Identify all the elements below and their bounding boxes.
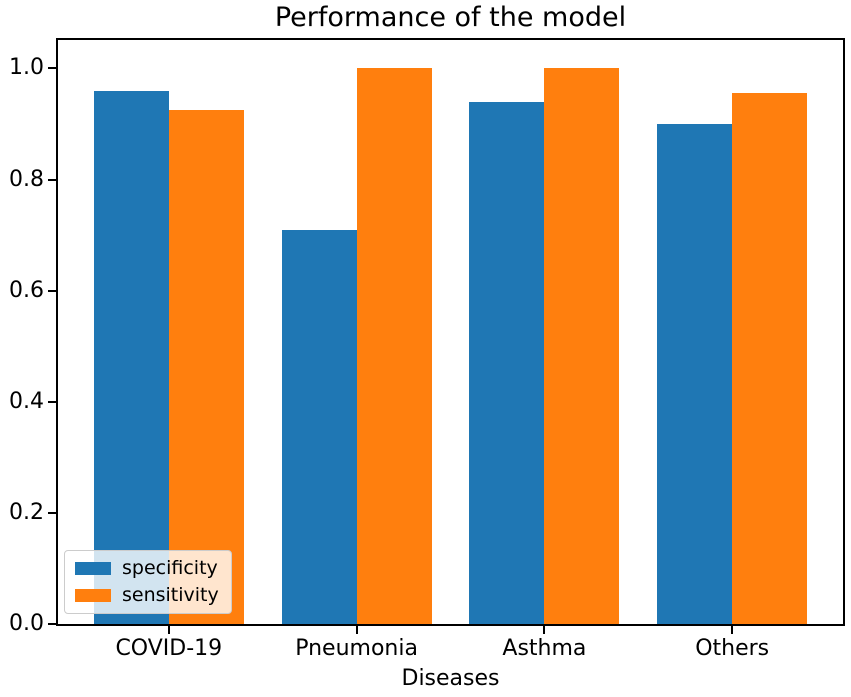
- legend-item-sensitivity: sensitivity: [75, 586, 219, 605]
- bar-specificity-others: [657, 123, 733, 624]
- y-tick-label: 0.4: [9, 388, 44, 414]
- legend-label-specificity: specificity: [122, 557, 218, 579]
- x-tick: [543, 626, 546, 634]
- legend-item-specificity: specificity: [75, 559, 219, 578]
- legend: specificity sensitivity: [64, 550, 232, 614]
- y-tick-label: 0.6: [9, 277, 44, 303]
- legend-label-sensitivity: sensitivity: [122, 584, 219, 606]
- y-tick: [48, 178, 56, 181]
- legend-swatch-sensitivity: [75, 589, 111, 602]
- x-tick: [731, 626, 734, 634]
- y-tick-label: 0.8: [9, 166, 44, 192]
- x-tick-label: Others: [695, 636, 770, 661]
- y-tick: [48, 400, 56, 403]
- x-tick-label: Pneumonia: [295, 636, 418, 661]
- y-tick-label: 1.0: [9, 55, 44, 81]
- bar-sensitivity-pneumonia: [356, 68, 432, 624]
- legend-swatch-specificity: [75, 562, 111, 575]
- bar-specificity-pneumonia: [281, 229, 357, 624]
- y-tick: [48, 623, 56, 625]
- bar-sensitivity-others: [732, 93, 808, 624]
- x-tick-label: COVID-19: [115, 636, 223, 661]
- bar-specificity-asthma: [469, 101, 545, 624]
- y-tick-label: 0.2: [9, 499, 44, 525]
- x-tick: [167, 626, 170, 634]
- y-tick: [48, 289, 56, 292]
- bars-layer: [58, 40, 843, 624]
- x-tick: [355, 626, 358, 634]
- x-tick-label: Asthma: [502, 636, 587, 661]
- x-axis-title: Diseases: [401, 666, 500, 691]
- chart-title: Performance of the model: [274, 2, 627, 33]
- bar-sensitivity-asthma: [544, 68, 620, 624]
- y-tick: [48, 67, 56, 70]
- bar-specificity-covid-19: [93, 90, 169, 624]
- y-tick: [48, 511, 56, 514]
- y-tick-label: 0.0: [9, 611, 44, 636]
- bar-sensitivity-covid-19: [168, 110, 244, 624]
- plot-area: specificity sensitivity: [56, 38, 845, 626]
